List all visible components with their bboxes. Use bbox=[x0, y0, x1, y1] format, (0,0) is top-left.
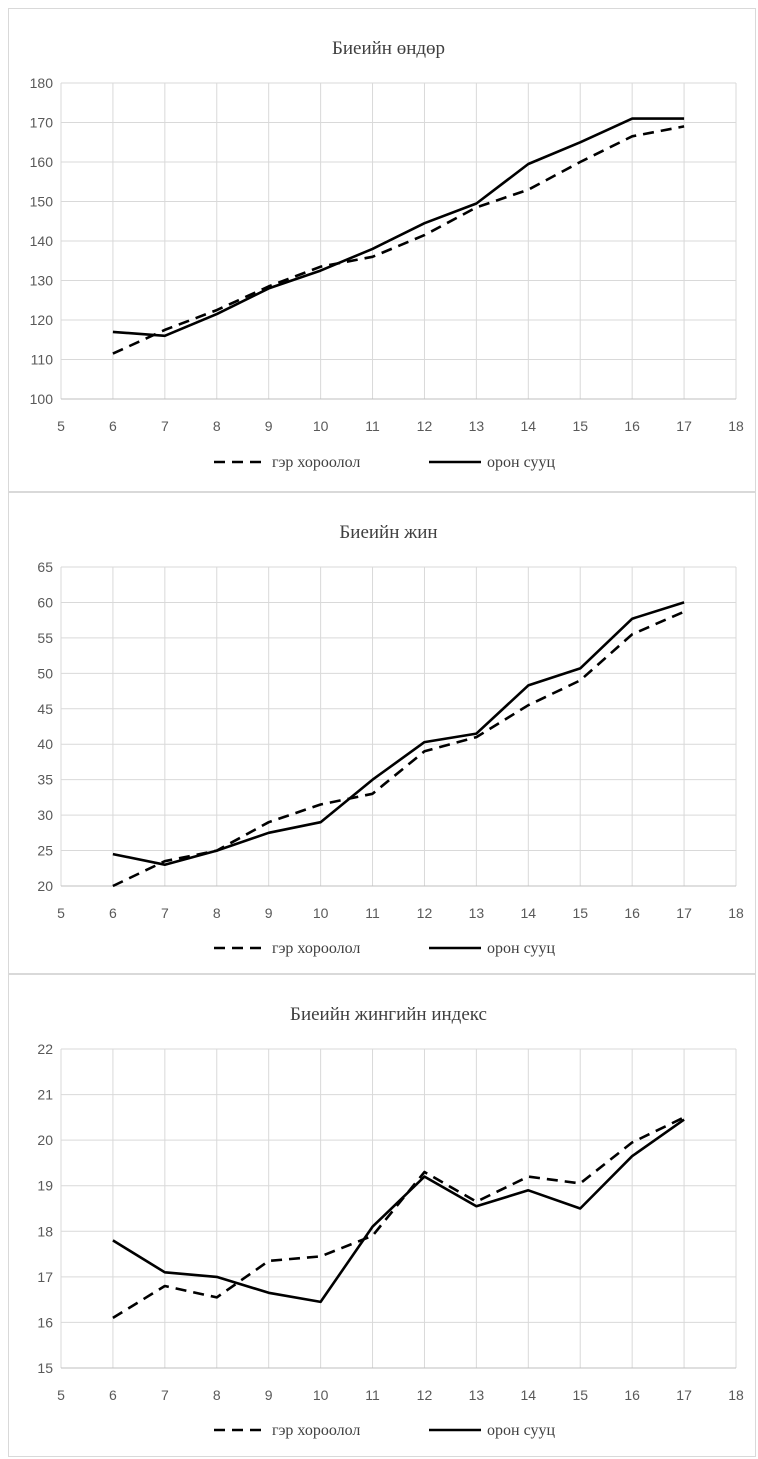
x-tick-label: 7 bbox=[161, 418, 169, 434]
y-tick-label: 110 bbox=[31, 352, 54, 368]
x-tick-label: 9 bbox=[265, 418, 273, 434]
x-tick-label: 10 bbox=[313, 1387, 329, 1403]
x-tick-label: 16 bbox=[624, 905, 640, 921]
legend-label: орон сууц bbox=[487, 1422, 555, 1439]
chart-panel-bmi: Биеийн жингийн индекс 5 6 7 8 9 10 11 12 13 14 15 16… bbox=[8, 974, 756, 1457]
y-tick-label: 15 bbox=[37, 1360, 53, 1376]
x-tick-label: 13 bbox=[469, 905, 485, 921]
y-tick-label: 130 bbox=[30, 273, 54, 289]
legend-label: гэр хороолол bbox=[272, 454, 360, 471]
y-tick-label: 55 bbox=[37, 630, 53, 646]
x-tick-label: 17 bbox=[676, 418, 692, 434]
legend-label: орон сууц bbox=[487, 940, 555, 957]
x-tick-label: 13 bbox=[469, 1387, 485, 1403]
legend-label: гэр хороолол bbox=[272, 940, 360, 957]
x-tick-label: 11 bbox=[365, 418, 380, 434]
y-tick-label: 45 bbox=[37, 701, 53, 717]
y-tick-label: 160 bbox=[30, 154, 54, 170]
x-tick-label: 9 bbox=[265, 905, 273, 921]
x-tick-label: 18 bbox=[728, 1387, 744, 1403]
y-tick-label: 150 bbox=[30, 194, 54, 210]
y-tick-label: 35 bbox=[37, 772, 53, 788]
chart-title: Биеийн өндөр bbox=[332, 38, 445, 59]
weight-chart: Биеийн жин 5 6 7 8 9 10 11 12 13 14 15 16 17 18 20 25 30 3… bbox=[37, 522, 744, 957]
series-line-ger-district bbox=[112, 610, 685, 888]
x-tick-label: 7 bbox=[161, 1387, 169, 1403]
y-tick-label: 100 bbox=[30, 391, 54, 407]
x-tick-label: 18 bbox=[728, 418, 744, 434]
series-line-apartment bbox=[112, 1118, 685, 1304]
y-tick-label: 18 bbox=[37, 1223, 53, 1239]
x-tick-label: 15 bbox=[572, 1387, 588, 1403]
x-tick-label: 14 bbox=[521, 905, 537, 921]
y-tick-label: 22 bbox=[37, 1041, 53, 1057]
x-tick-label: 5 bbox=[57, 1387, 65, 1403]
x-tick-label: 10 bbox=[313, 905, 329, 921]
y-tick-label: 65 bbox=[37, 559, 53, 575]
series-line-apartment bbox=[112, 601, 685, 867]
x-tick-label: 12 bbox=[417, 418, 433, 434]
y-tick-label: 21 bbox=[37, 1087, 53, 1103]
y-tick-label: 25 bbox=[37, 843, 53, 859]
chart-title: Биеийн жингийн индекс bbox=[290, 1004, 487, 1025]
x-tick-label: 5 bbox=[57, 905, 65, 921]
y-tick-label: 20 bbox=[37, 878, 53, 894]
chart-panel-height: Биеийн өндөр 5 6 7 8 9 10 11 12 13 14 15 16 17 18 100 11… bbox=[8, 8, 756, 492]
y-tick-label: 20 bbox=[37, 1132, 53, 1148]
y-tick-label: 17 bbox=[37, 1269, 53, 1285]
chart-panel-weight: Биеийн жин 5 6 7 8 9 10 11 12 13 14 15 16 17 18 20 25 30 3… bbox=[8, 492, 756, 974]
y-tick-label: 30 bbox=[37, 807, 53, 823]
x-tick-label: 8 bbox=[213, 1387, 221, 1403]
x-tick-label: 16 bbox=[624, 1387, 640, 1403]
y-tick-label: 19 bbox=[37, 1178, 53, 1194]
x-tick-label: 13 bbox=[469, 418, 485, 434]
x-tick-label: 7 bbox=[161, 905, 169, 921]
y-tick-label: 120 bbox=[30, 312, 54, 328]
series-line-ger-district bbox=[112, 125, 685, 355]
series-line-ger-district bbox=[112, 1116, 685, 1320]
x-tick-label: 12 bbox=[417, 905, 433, 921]
series-line-apartment bbox=[112, 117, 685, 338]
x-tick-label: 11 bbox=[365, 1387, 380, 1403]
x-tick-label: 8 bbox=[213, 905, 221, 921]
x-tick-label: 17 bbox=[676, 905, 692, 921]
x-tick-label: 18 bbox=[728, 905, 744, 921]
legend-label: гэр хороолол bbox=[272, 1422, 360, 1439]
x-tick-label: 8 bbox=[213, 418, 221, 434]
x-tick-label: 11 bbox=[365, 905, 380, 921]
x-tick-label: 15 bbox=[572, 418, 588, 434]
x-tick-label: 6 bbox=[109, 418, 117, 434]
height-chart: Биеийн өндөр 5 6 7 8 9 10 11 12 13 14 15 16 17 18 100 11… bbox=[30, 38, 744, 471]
y-tick-label: 40 bbox=[37, 736, 53, 752]
x-tick-label: 6 bbox=[109, 1387, 117, 1403]
y-tick-label: 170 bbox=[30, 115, 54, 131]
x-tick-label: 12 bbox=[417, 1387, 433, 1403]
chart-title: Биеийн жин bbox=[339, 522, 437, 543]
x-tick-label: 5 bbox=[57, 418, 65, 434]
x-tick-label: 17 bbox=[676, 1387, 692, 1403]
x-tick-label: 14 bbox=[521, 1387, 537, 1403]
x-tick-label: 16 bbox=[624, 418, 640, 434]
x-tick-label: 14 bbox=[521, 418, 537, 434]
y-tick-label: 180 bbox=[30, 75, 54, 91]
y-tick-label: 50 bbox=[37, 665, 53, 681]
bmi-chart: Биеийн жингийн индекс 5 6 7 8 9 10 11 12 13 14 15 16… bbox=[37, 1004, 744, 1439]
x-tick-label: 9 bbox=[265, 1387, 273, 1403]
y-tick-label: 16 bbox=[37, 1314, 53, 1330]
y-tick-label: 60 bbox=[37, 594, 53, 610]
x-tick-label: 10 bbox=[313, 418, 329, 434]
x-tick-label: 15 bbox=[572, 905, 588, 921]
x-tick-label: 6 bbox=[109, 905, 117, 921]
legend-label: орон сууц bbox=[487, 454, 555, 471]
y-tick-label: 140 bbox=[30, 233, 54, 249]
